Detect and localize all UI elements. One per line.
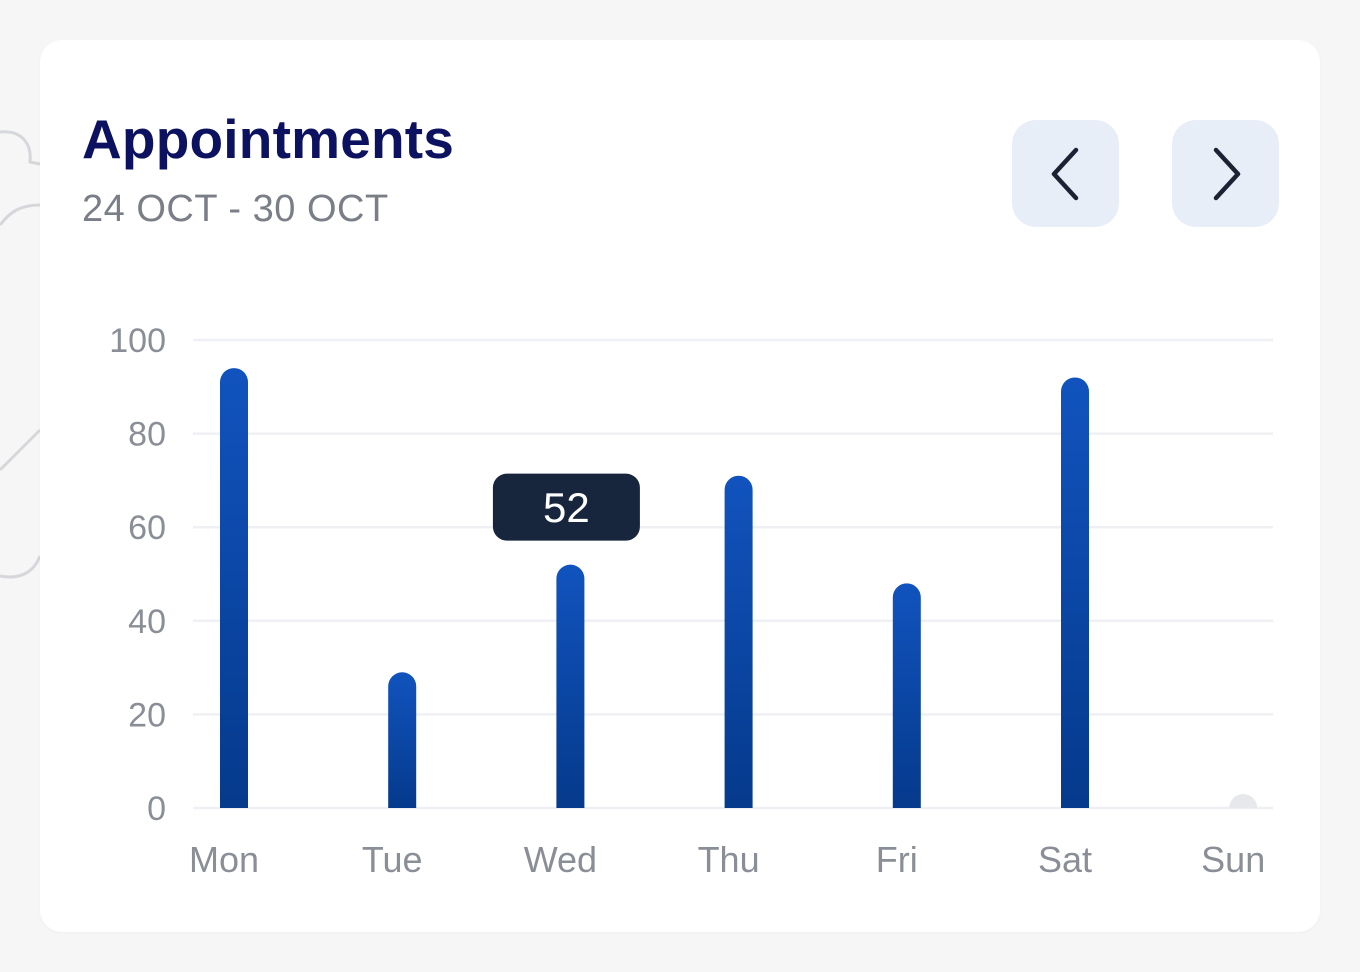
x-tick-label-mon: Mon [189, 839, 259, 880]
y-tick-label: 20 [128, 696, 166, 734]
x-tick-label-tue: Tue [362, 839, 423, 880]
bar-mon[interactable] [220, 368, 248, 808]
x-tick-label-wed: Wed [524, 839, 597, 880]
appointments-card: Appointments 24 OCT - 30 OCT 0 20 40 60 80 10… [40, 40, 1320, 932]
y-tick-label: 80 [128, 416, 166, 454]
bar-fri[interactable] [893, 583, 921, 808]
bar-thu[interactable] [725, 476, 753, 808]
y-tick-label: 0 [147, 790, 166, 828]
value-tooltip: 52 [493, 474, 640, 541]
bar-tue[interactable] [388, 672, 416, 808]
bar-sat[interactable] [1061, 377, 1089, 808]
appointments-bar-chart: 0 20 40 60 80 100 Mon Tue Wed Thu Fri Sat Sun 52 [40, 40, 1320, 932]
x-tick-label-sat: Sat [1038, 839, 1092, 880]
x-tick-label-thu: Thu [698, 839, 760, 880]
bar-wed[interactable] [556, 565, 584, 808]
y-tick-label: 60 [128, 509, 166, 547]
bar-sun[interactable] [1229, 794, 1257, 808]
y-tick-label: 100 [109, 322, 166, 360]
y-tick-label: 40 [128, 603, 166, 641]
x-tick-label-fri: Fri [876, 839, 918, 880]
tooltip-value: 52 [543, 484, 590, 531]
x-tick-label-sun: Sun [1201, 839, 1265, 880]
